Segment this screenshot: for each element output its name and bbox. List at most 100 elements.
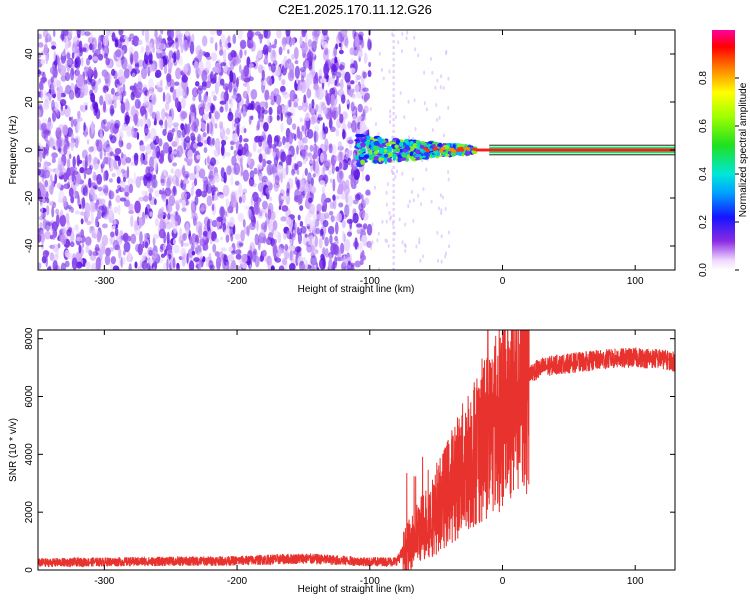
heatmap-cell bbox=[315, 227, 321, 235]
heatmap-cell bbox=[394, 144, 399, 149]
heatmap-cell bbox=[321, 89, 327, 97]
heatmap-cell bbox=[347, 205, 350, 216]
snr-y-ticks: 0 2000 4000 6000 8000 bbox=[24, 327, 675, 573]
heatmap-cell bbox=[422, 187, 425, 192]
heatmap-cell bbox=[385, 219, 388, 224]
heatmap-cell bbox=[326, 36, 330, 41]
heatmap-cell bbox=[299, 67, 307, 73]
heatmap-cell bbox=[363, 197, 370, 205]
heatmap-cell bbox=[392, 52, 395, 55]
heatmap-cell bbox=[101, 204, 107, 216]
heatmap-cell bbox=[162, 221, 166, 230]
heatmap-cell bbox=[220, 247, 227, 252]
heatmap-cell bbox=[198, 93, 202, 103]
heatmap-cell bbox=[440, 74, 443, 79]
heatmap-cell bbox=[75, 236, 83, 242]
heatmap-cell bbox=[429, 57, 432, 62]
heatmap-cell bbox=[328, 253, 333, 263]
heatmap-cell bbox=[248, 213, 254, 221]
heatmap-cell bbox=[407, 135, 410, 140]
heatmap-cell bbox=[154, 69, 162, 78]
heatmap-cell bbox=[123, 241, 131, 253]
heatmap-cell bbox=[221, 139, 227, 146]
snr-series-line bbox=[38, 330, 675, 570]
heatmap-cell bbox=[355, 133, 361, 138]
heatmap-cell bbox=[219, 100, 227, 105]
heatmap-cell bbox=[90, 226, 94, 231]
heatmap-cell bbox=[346, 100, 350, 105]
heatmap-cell bbox=[269, 115, 273, 123]
heatmap-cell bbox=[228, 98, 232, 105]
heatmap-cell bbox=[164, 118, 168, 132]
heatmap-cell bbox=[148, 192, 152, 201]
heatmap-cell bbox=[243, 128, 247, 134]
heatmap-cell bbox=[346, 218, 354, 224]
heatmap-cell bbox=[268, 106, 273, 116]
heatmap-cell bbox=[191, 87, 199, 98]
heatmap-cell bbox=[261, 69, 265, 82]
heatmap-cell bbox=[111, 173, 116, 178]
heatmap-cell bbox=[360, 159, 366, 165]
heatmap-cell bbox=[309, 265, 316, 270]
heatmap-cell bbox=[385, 142, 391, 147]
heatmap-cell bbox=[304, 168, 308, 176]
heatmap-cell bbox=[265, 187, 271, 195]
snr-y-tick-label: 6000 bbox=[24, 385, 35, 408]
heatmap-cell bbox=[392, 268, 395, 270]
heatmap-cell bbox=[249, 264, 252, 270]
heatmap-cell bbox=[88, 146, 94, 153]
colorbar-ticks: 0.0 0.2 0.4 0.6 0.8 bbox=[698, 71, 739, 277]
colorbar-tick-label: 0.4 bbox=[698, 167, 709, 181]
heatmap-cell bbox=[420, 153, 424, 157]
heatmap-cell bbox=[337, 140, 343, 150]
heatmap-cell bbox=[224, 229, 229, 236]
heatmap-cell bbox=[254, 233, 260, 246]
heatmap-cell bbox=[440, 208, 443, 213]
heatmap-cell bbox=[130, 91, 135, 101]
heatmap-cell bbox=[43, 90, 48, 99]
heatmap-cell bbox=[119, 38, 126, 43]
heatmap-cell bbox=[53, 51, 57, 61]
heatmap-cell bbox=[44, 231, 52, 240]
heatmap-cell bbox=[71, 257, 78, 270]
heatmap-cell bbox=[270, 63, 276, 73]
heatmap-cell bbox=[128, 203, 134, 212]
snr-y-label: SNR (10 * v/v) bbox=[8, 418, 19, 482]
heatmap-cell bbox=[324, 236, 329, 247]
heatmap-cell bbox=[350, 80, 355, 85]
heatmap-cell bbox=[139, 118, 144, 128]
heatmap-cell bbox=[187, 35, 192, 48]
heatmap-cell bbox=[227, 42, 232, 48]
heatmap-cell bbox=[389, 216, 392, 221]
heatmap-cell bbox=[190, 103, 195, 113]
heatmap-cell bbox=[285, 163, 289, 176]
heatmap-cell bbox=[194, 195, 199, 206]
heatmap-cell bbox=[63, 183, 71, 190]
heatmap-cell bbox=[122, 256, 126, 265]
heatmap-cell bbox=[436, 78, 439, 83]
heatmap-cell bbox=[65, 212, 70, 224]
heatmap-cell bbox=[158, 228, 166, 239]
heatmap-cell bbox=[158, 138, 163, 147]
heatmap-cell bbox=[170, 57, 174, 63]
heatmap-cell bbox=[134, 63, 140, 70]
heatmap-cell bbox=[333, 256, 338, 269]
heatmap-cell bbox=[291, 232, 296, 238]
heatmap-cell bbox=[409, 140, 414, 145]
heatmap-cell bbox=[392, 196, 395, 199]
heatmap-cell bbox=[342, 230, 345, 242]
heatmap-cell bbox=[401, 154, 406, 158]
heatmap-cell bbox=[392, 64, 395, 67]
heatmap-cell bbox=[46, 121, 53, 131]
heatmap-cell bbox=[392, 112, 395, 115]
heatmap-cell bbox=[332, 244, 339, 255]
heatmap-cell bbox=[105, 98, 113, 106]
heatmap-cell bbox=[353, 168, 360, 181]
heatmap-cell bbox=[175, 67, 182, 80]
heatmap-cell bbox=[268, 196, 273, 201]
heatmap-cell bbox=[286, 181, 291, 194]
heatmap-cell bbox=[190, 112, 196, 123]
heatmap-cell bbox=[392, 124, 395, 127]
heatmap-cell bbox=[324, 247, 329, 258]
